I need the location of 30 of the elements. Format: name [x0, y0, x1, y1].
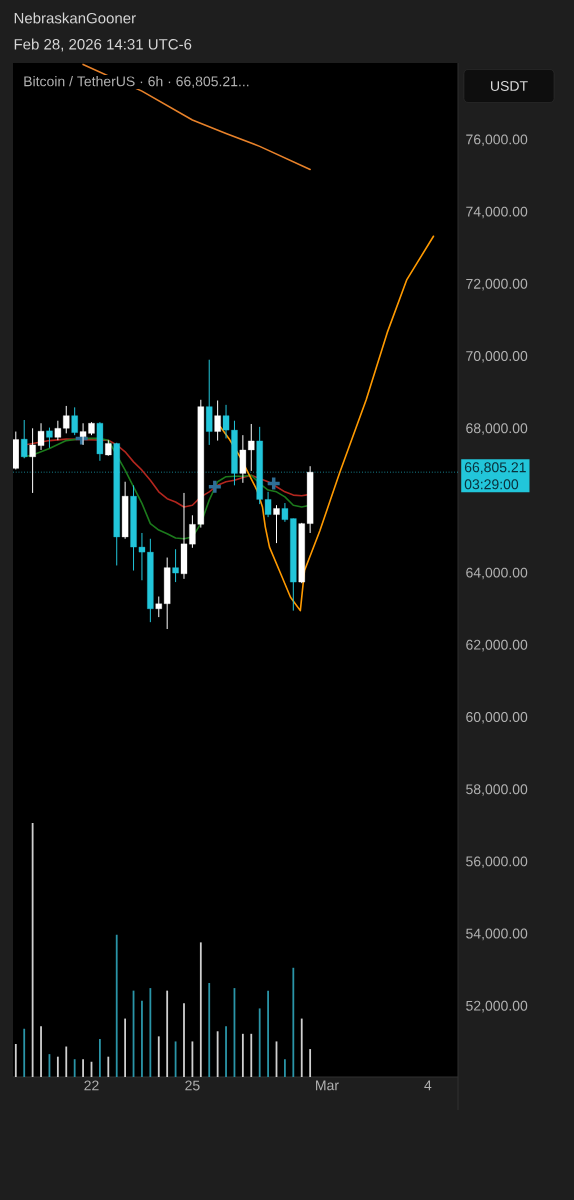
y-tick-label: 64,000.00: [466, 567, 528, 580]
text: Feb 28, 2026 14:31 UTC-6: [14, 38, 192, 52]
text: 03:29:00: [464, 479, 519, 490]
y-tick-label: 52,000.00: [466, 1000, 528, 1013]
text: Bitcoin / TetherUS · 6h · 66,805.21...: [24, 76, 249, 88]
x-tick-label: 25: [185, 1080, 200, 1091]
x-tick-label: 22: [84, 1080, 99, 1091]
point: [207, 479, 223, 495]
y-tick-label: 60,000.00: [466, 712, 528, 724]
y-tick-label: 62,000.00: [466, 639, 528, 652]
y-tick-label: 68,000.00: [466, 423, 528, 435]
x-tick-label: 4: [424, 1080, 432, 1091]
y-axis-title: USDT: [491, 81, 528, 91]
candlestick: [21, 419, 28, 459]
candlestick: [172, 548, 179, 583]
candlestick: [214, 400, 221, 442]
y-tick-label: 72,000.00: [466, 278, 528, 291]
y-tick-label: 54,000.00: [466, 928, 528, 941]
y-tick-label: 76,000.00: [466, 134, 528, 147]
candlestick: [273, 504, 280, 544]
candlestick: [46, 427, 53, 449]
point: [265, 475, 282, 492]
candlestick: [71, 406, 78, 436]
y-tick-label: 58,000.00: [466, 784, 528, 796]
y-tick-label: 74,000.00: [466, 206, 528, 219]
text: NebraskanGooner: [14, 12, 136, 24]
x-tick-label: Mar: [316, 1080, 339, 1091]
y-tick-label: 70,000.00: [466, 351, 528, 363]
ref-line-label: 66,805.21: [464, 462, 526, 474]
y-tick-label: 56,000.00: [466, 856, 528, 868]
